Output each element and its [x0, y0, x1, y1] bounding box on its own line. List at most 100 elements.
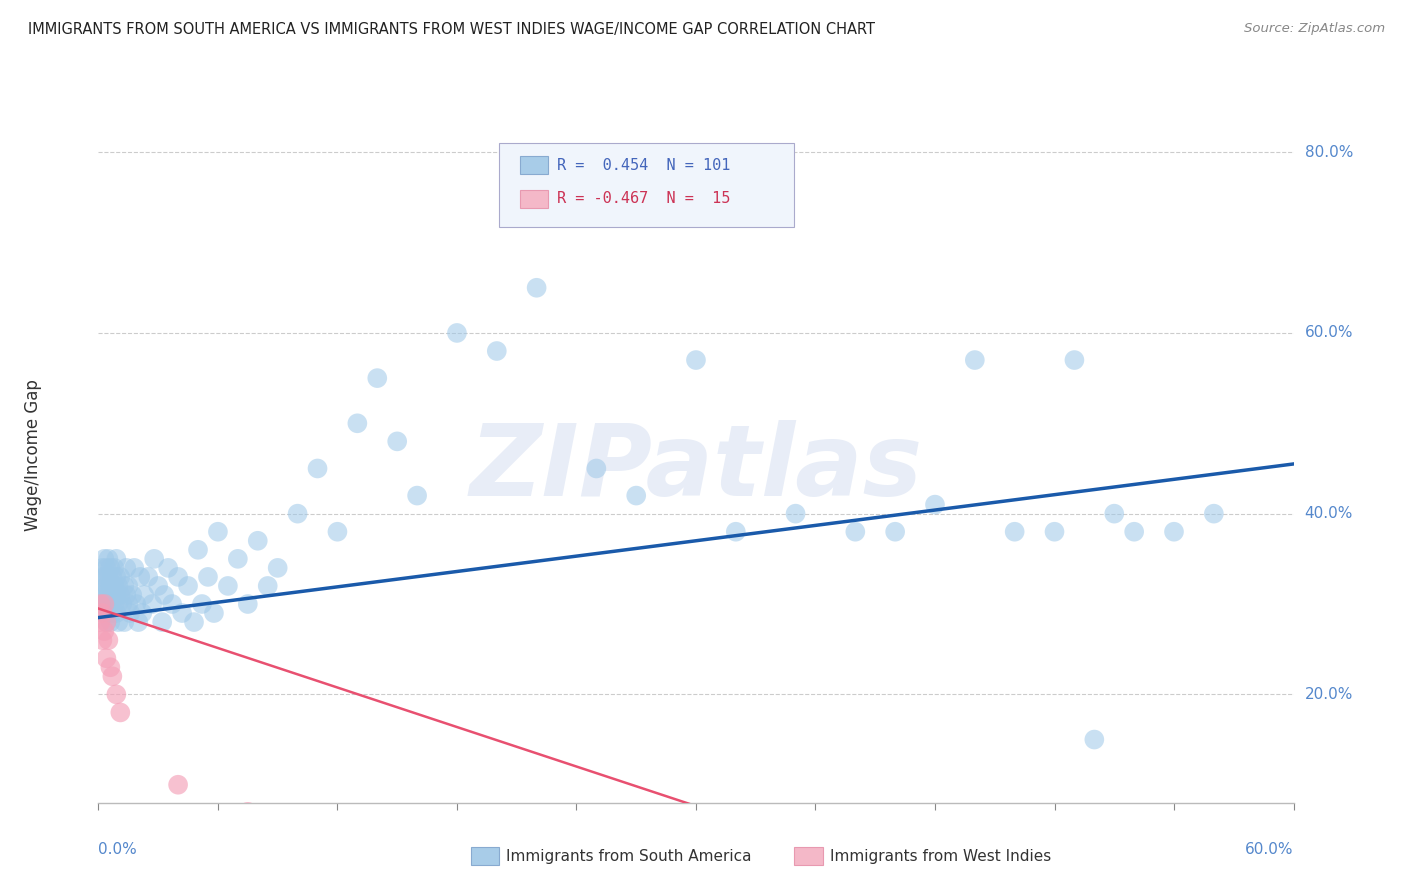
Point	[89, 588, 111, 602]
Text: 80.0%: 80.0%	[1305, 145, 1353, 160]
Point	[366, 371, 388, 385]
Point	[110, 706, 132, 720]
Point	[307, 461, 329, 475]
Point	[226, 551, 249, 566]
Point	[207, 524, 229, 539]
Point	[120, 606, 142, 620]
Point	[101, 570, 124, 584]
Point	[103, 579, 125, 593]
Point	[98, 561, 122, 575]
Point	[117, 579, 139, 593]
Point	[172, 606, 194, 620]
Point	[884, 524, 907, 539]
Point	[1202, 507, 1225, 521]
Point	[91, 633, 114, 648]
Point	[115, 561, 138, 575]
Text: R = -0.467  N =  15: R = -0.467 N = 15	[557, 192, 730, 206]
Point	[96, 615, 118, 629]
Point	[97, 570, 120, 584]
Point	[124, 561, 146, 575]
Point	[105, 588, 128, 602]
Point	[134, 588, 156, 602]
Point	[177, 579, 200, 593]
Point	[844, 524, 866, 539]
Point	[101, 588, 124, 602]
Point	[385, 434, 409, 449]
Text: Wage/Income Gap: Wage/Income Gap	[24, 379, 42, 531]
Point	[107, 615, 129, 629]
Text: 20.0%: 20.0%	[1305, 687, 1353, 702]
Point	[93, 606, 115, 620]
Point	[136, 570, 159, 584]
Point	[160, 597, 183, 611]
Point	[183, 615, 205, 629]
Point	[91, 561, 114, 575]
Point	[157, 561, 180, 575]
Point	[97, 588, 120, 602]
Point	[96, 615, 118, 629]
Point	[107, 597, 129, 611]
Point	[89, 615, 111, 629]
Point	[963, 353, 986, 368]
Point	[97, 551, 120, 566]
Point	[93, 597, 115, 611]
Point	[406, 489, 429, 503]
Point	[93, 551, 115, 566]
Point	[197, 570, 219, 584]
Point	[103, 597, 125, 611]
Point	[103, 561, 125, 575]
Point	[115, 588, 138, 602]
Point	[187, 542, 209, 557]
Point	[89, 570, 111, 584]
Point	[287, 507, 309, 521]
Point	[112, 615, 135, 629]
Point	[112, 579, 135, 593]
Point	[236, 805, 259, 819]
Point	[93, 588, 115, 602]
Point	[1083, 732, 1105, 747]
Point	[346, 417, 368, 431]
Point	[585, 461, 607, 475]
Point	[202, 606, 225, 620]
Point	[101, 606, 124, 620]
Point	[98, 597, 122, 611]
Point	[96, 579, 118, 593]
Point	[93, 624, 115, 639]
Point	[924, 498, 946, 512]
Text: 60.0%: 60.0%	[1246, 842, 1294, 856]
Point	[1063, 353, 1085, 368]
Point	[105, 687, 128, 701]
Point	[96, 561, 118, 575]
Point	[167, 570, 190, 584]
Text: ZIPatlas: ZIPatlas	[470, 420, 922, 517]
Point	[105, 606, 128, 620]
Point	[97, 606, 120, 620]
Point	[131, 606, 153, 620]
Point	[685, 353, 707, 368]
Point	[724, 524, 747, 539]
Text: IMMIGRANTS FROM SOUTH AMERICA VS IMMIGRANTS FROM WEST INDIES WAGE/INCOME GAP COR: IMMIGRANTS FROM SOUTH AMERICA VS IMMIGRA…	[28, 22, 875, 37]
Point	[107, 579, 129, 593]
Text: R =  0.454  N = 101: R = 0.454 N = 101	[557, 158, 730, 172]
Point	[91, 579, 114, 593]
Point	[217, 579, 239, 593]
Point	[143, 551, 166, 566]
Point	[101, 669, 124, 683]
Point	[98, 615, 122, 629]
Point	[117, 597, 139, 611]
Point	[105, 570, 128, 584]
Point	[141, 597, 163, 611]
Point	[326, 524, 349, 539]
Point	[148, 579, 170, 593]
Text: 0.0%: 0.0%	[98, 842, 138, 856]
Point	[121, 588, 143, 602]
Point	[446, 326, 468, 340]
Point	[89, 597, 111, 611]
Point	[96, 597, 118, 611]
Point	[105, 551, 128, 566]
Point	[485, 344, 508, 359]
Point	[236, 597, 259, 611]
Point	[93, 570, 115, 584]
Point	[1163, 524, 1185, 539]
Point	[1102, 507, 1125, 521]
